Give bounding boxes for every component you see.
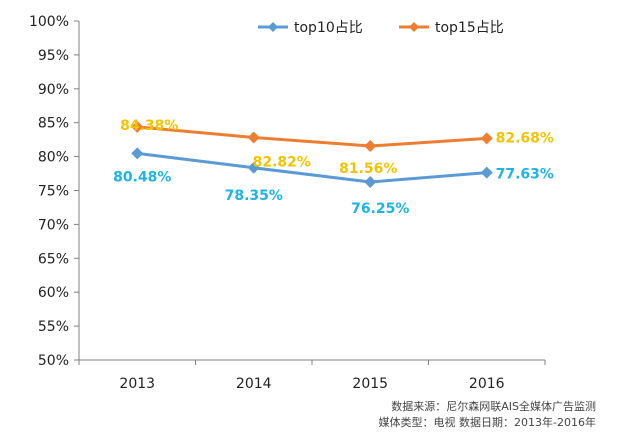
series-line-2 (137, 125, 487, 148)
y-tick-label: 80% (38, 150, 69, 166)
series-1-marker (480, 166, 493, 179)
y-tick-label: 60% (38, 285, 69, 301)
data-label-series-2: 82.82% (253, 154, 311, 170)
y-tick-label: 65% (38, 251, 69, 267)
data-label-series-2: 84.38% (120, 118, 178, 134)
data-label-series-2: 82.68% (496, 130, 554, 146)
media-date-note: 媒体类型：电视 数据日期：2013年-2016年 (378, 416, 596, 429)
data-label-series-1: 76.25% (351, 201, 409, 217)
y-tick-label: 75% (38, 184, 69, 200)
source-note: 数据来源：尼尔森网联AIS全媒体广告监测 (391, 400, 596, 413)
x-tick-label: 2016 (469, 376, 505, 392)
series-line-1 (137, 151, 487, 184)
series-2-marker (364, 140, 377, 153)
data-label-series-1: 78.35% (225, 188, 283, 204)
y-tick-label: 95% (38, 48, 69, 64)
series-2-marker (247, 131, 260, 144)
series-1-marker (131, 147, 144, 160)
series-1-marker (364, 176, 377, 189)
series-2-marker (131, 120, 144, 133)
data-label-series-2: 81.56% (339, 161, 397, 177)
y-tick-label: 100% (29, 14, 69, 30)
series-2-marker (480, 132, 493, 145)
x-tick-label: 2014 (236, 376, 272, 392)
legend-label-1: top10占比 (294, 20, 363, 36)
legend-label-2: top15占比 (435, 20, 504, 36)
y-tick-label: 90% (38, 82, 69, 98)
y-tick-label: 70% (38, 217, 69, 233)
y-tick-label: 85% (38, 116, 69, 132)
series-1-marker (247, 161, 260, 174)
y-tick-label: 55% (38, 319, 69, 335)
data-label-series-1: 80.48% (113, 169, 171, 185)
x-tick-label: 2013 (119, 376, 155, 392)
x-tick-label: 2015 (352, 376, 388, 392)
data-label-series-1: 77.63% (496, 167, 554, 183)
legend-marker-1 (268, 22, 278, 32)
legend-marker-2 (409, 22, 419, 32)
y-tick-label: 50% (38, 353, 69, 369)
